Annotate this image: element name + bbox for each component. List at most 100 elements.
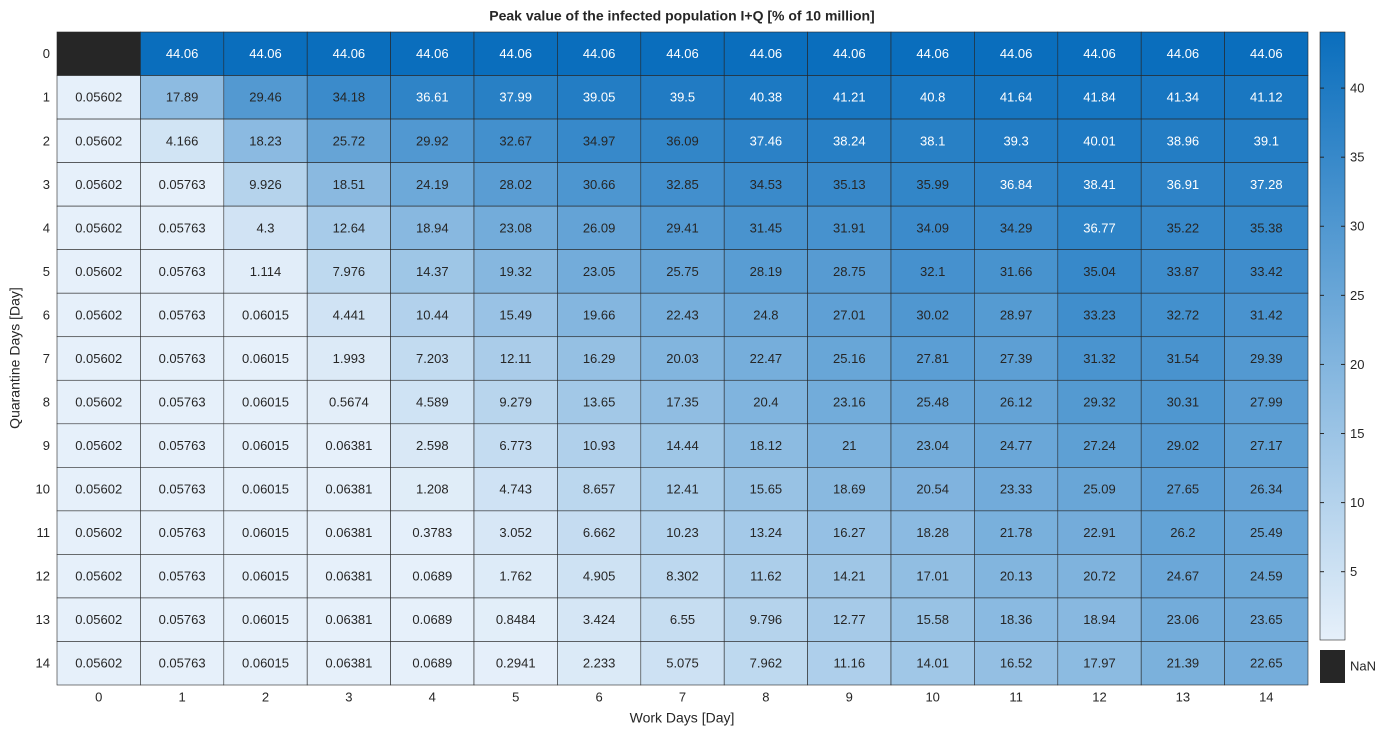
- x-tick-label: 8: [762, 689, 769, 704]
- cell: [140, 336, 225, 381]
- cell-label: 44.06: [1083, 46, 1116, 61]
- cell-label: 23.04: [916, 438, 949, 453]
- cell: [723, 249, 808, 294]
- cell: [640, 554, 725, 599]
- cell: [1140, 31, 1225, 76]
- cell: [56, 379, 141, 425]
- cell-label: 0.06015: [242, 569, 289, 584]
- cell-label: 0.06015: [242, 351, 289, 366]
- cell: [306, 75, 391, 120]
- cell: [890, 467, 975, 512]
- cell: [140, 31, 225, 76]
- cell-label: 34.53: [750, 177, 783, 192]
- cell: [1224, 292, 1309, 338]
- cell-label: 24.59: [1250, 569, 1283, 584]
- cell: [640, 205, 725, 250]
- cell-label: 0.06015: [242, 656, 289, 671]
- cell-label: 0.05763: [159, 220, 206, 235]
- cell: [807, 423, 892, 468]
- cell: [890, 75, 975, 120]
- cell-label: 18.12: [750, 438, 783, 453]
- cell-label: 12.11: [500, 351, 532, 366]
- cell: [473, 467, 558, 512]
- colorbar-tick-label: 10: [1350, 495, 1364, 510]
- cell-label: 15.58: [916, 612, 949, 627]
- cell: [974, 641, 1059, 686]
- cell: [890, 379, 975, 425]
- cell-label: 0.06015: [242, 438, 289, 453]
- cell-label: 37.46: [750, 133, 783, 148]
- cell-label: 0.05602: [75, 482, 122, 497]
- cell: [640, 118, 725, 163]
- cell-label: 21.78: [1000, 525, 1033, 540]
- cell-label: 37.28: [1250, 177, 1283, 192]
- cell-label: 30.31: [1167, 394, 1200, 409]
- cell-label: 18.23: [249, 133, 282, 148]
- cell-label: 27.01: [833, 307, 866, 322]
- nan-label: NaN: [1350, 658, 1376, 673]
- cell-label: 7.976: [333, 264, 366, 279]
- cell-label: 34.97: [583, 133, 616, 148]
- cell-label: 22.47: [750, 351, 783, 366]
- cell: [390, 379, 475, 425]
- cell-label: 20.54: [916, 482, 949, 497]
- cell-label: 0.06381: [325, 656, 372, 671]
- cell: [223, 162, 308, 207]
- cell-label: 9.279: [499, 394, 532, 409]
- cell-label: 44.06: [1167, 46, 1200, 61]
- cell-label: 15.65: [750, 482, 783, 497]
- cell: [140, 205, 225, 250]
- cell-label: 0.05602: [75, 612, 122, 627]
- cell-label: 28.97: [1000, 307, 1033, 322]
- cell-label: 21.39: [1167, 656, 1200, 671]
- cell-label: 11.62: [750, 569, 782, 584]
- cell: [56, 249, 141, 294]
- cell: [723, 641, 808, 686]
- cell: [390, 31, 475, 76]
- x-tick-label: 9: [846, 689, 853, 704]
- cell: [1224, 510, 1309, 555]
- cell-label: 12.64: [333, 220, 366, 235]
- cell-label: 40.38: [750, 90, 783, 105]
- y-tick-label: 1: [43, 90, 50, 105]
- y-tick-label: 12: [36, 569, 50, 584]
- y-tick-label: 10: [36, 482, 50, 497]
- cell: [473, 31, 558, 76]
- cell: [557, 118, 642, 163]
- cell-label: 44.06: [249, 46, 282, 61]
- cell: [974, 510, 1059, 555]
- cell: [1140, 510, 1225, 555]
- cell-label: 35.38: [1250, 220, 1283, 235]
- cell-label: 9.926: [249, 177, 282, 192]
- cell-label: 0.0689: [412, 612, 452, 627]
- cell-label: 27.17: [1250, 438, 1283, 453]
- cell-label: 4.743: [499, 482, 532, 497]
- cell-label: 12.77: [833, 612, 866, 627]
- cell-label: 1.114: [250, 264, 282, 279]
- cell: [1057, 205, 1142, 250]
- cell-label: 14.01: [916, 656, 949, 671]
- cell: [1057, 118, 1142, 163]
- cell-label: 27.99: [1250, 394, 1283, 409]
- cell-label: 14.44: [666, 438, 699, 453]
- cell: [56, 641, 141, 686]
- cell-label: 19.66: [583, 307, 616, 322]
- y-tick-label: 2: [43, 133, 50, 148]
- cell-label: 22.43: [666, 307, 699, 322]
- cell: [140, 249, 225, 294]
- colorbar-tick-label: 5: [1350, 564, 1357, 579]
- cell-label: 41.34: [1167, 90, 1200, 105]
- cell: [640, 467, 725, 512]
- cell: [306, 641, 391, 686]
- cell: [473, 118, 558, 163]
- cell: [306, 510, 391, 555]
- cell-label: 0.05602: [75, 351, 122, 366]
- cell: [807, 292, 892, 338]
- x-tick-label: 2: [262, 689, 269, 704]
- cell-label: 18.94: [1083, 612, 1116, 627]
- cell: [1224, 249, 1309, 294]
- cell: [1224, 31, 1309, 76]
- y-tick-label: 9: [43, 438, 50, 453]
- cell-label: 17.97: [1083, 656, 1116, 671]
